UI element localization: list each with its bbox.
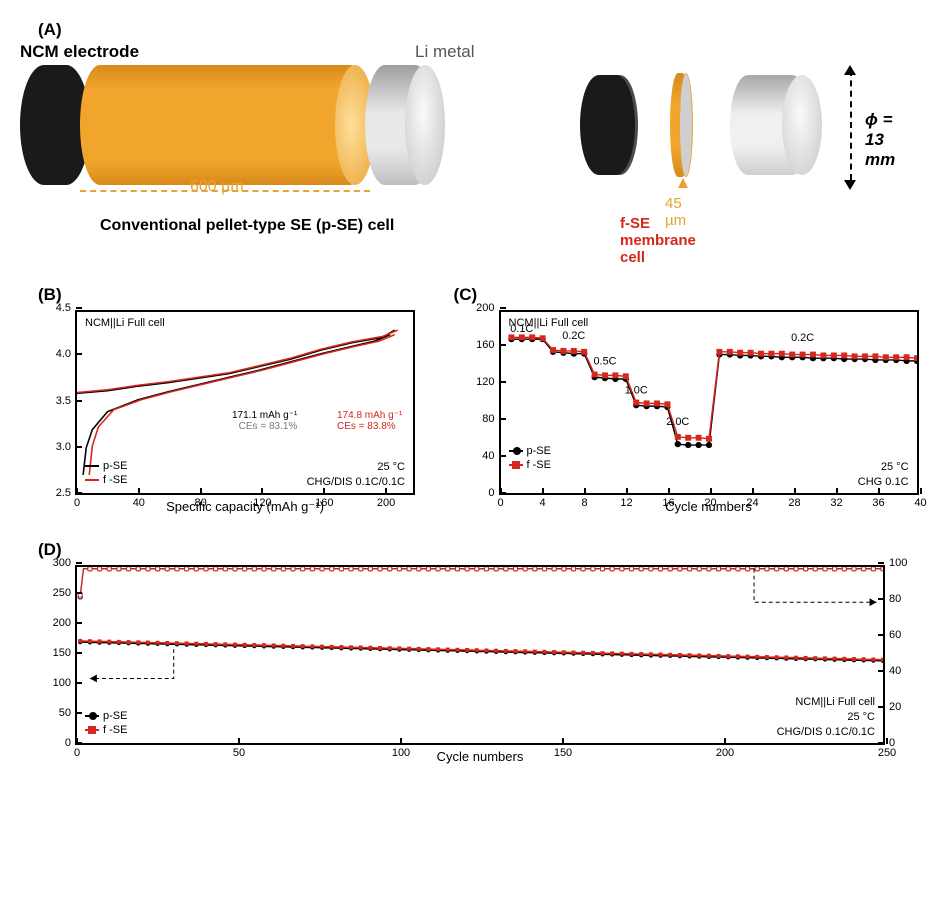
svg-text:0.2C: 0.2C — [791, 332, 814, 344]
panel-c-plot: 0.1C0.2C0.5C1.0C2.0C0.2C NCM||Li Full ce… — [499, 310, 919, 495]
panel-b-legend: p-SE f -SE — [85, 460, 127, 488]
panel-b: (B) Voltage (V) NCM||Li Full cell 171.1 … — [20, 285, 434, 515]
panel-d-label: (D) — [38, 540, 930, 560]
label-ncm-electrode: NCM electrode — [20, 42, 139, 62]
label-li-metal: Li metal — [415, 42, 475, 62]
svg-text:0.5C: 0.5C — [593, 356, 616, 368]
p-se-caption: Conventional pellet-type SE (p-SE) cell — [100, 217, 394, 235]
svg-text:0.2C: 0.2C — [562, 330, 585, 342]
panel-a-label: (A) — [38, 20, 62, 40]
p-se-thickness: 600 µm — [190, 178, 244, 196]
panel-a: (A) NCM electrode Li metal 600 µm Conven… — [20, 20, 920, 270]
panel-d: (D) Specific capacity (mAh g⁻¹) Coulombi… — [20, 540, 930, 764]
svg-text:1.0C: 1.0C — [624, 385, 647, 397]
panel-c-legend: p-SE f -SE — [509, 445, 551, 473]
panel-c: (C) Specific capacity (mAh g⁻¹) 0.1C0.2C… — [444, 285, 926, 515]
panel-b-xlabel: Specific capacity (mAh g⁻¹) — [75, 499, 415, 515]
svg-text:2.0C: 2.0C — [666, 416, 689, 428]
panel-d-xlabel: Cycle numbers — [75, 749, 885, 764]
panel-d-legend: p-SE f -SE — [85, 710, 127, 738]
panel-c-label: (C) — [454, 285, 926, 305]
panel-d-plot: NCM||Li Full cell 25 °C CHG/DIS 0.1C/0.1… — [75, 565, 885, 745]
panel-b-plot: NCM||Li Full cell 171.1 mAh g⁻¹ CEs = 83… — [75, 310, 415, 495]
f-se-caption: f-SE membrane cell — [620, 215, 696, 266]
panel-b-label: (B) — [38, 285, 434, 305]
